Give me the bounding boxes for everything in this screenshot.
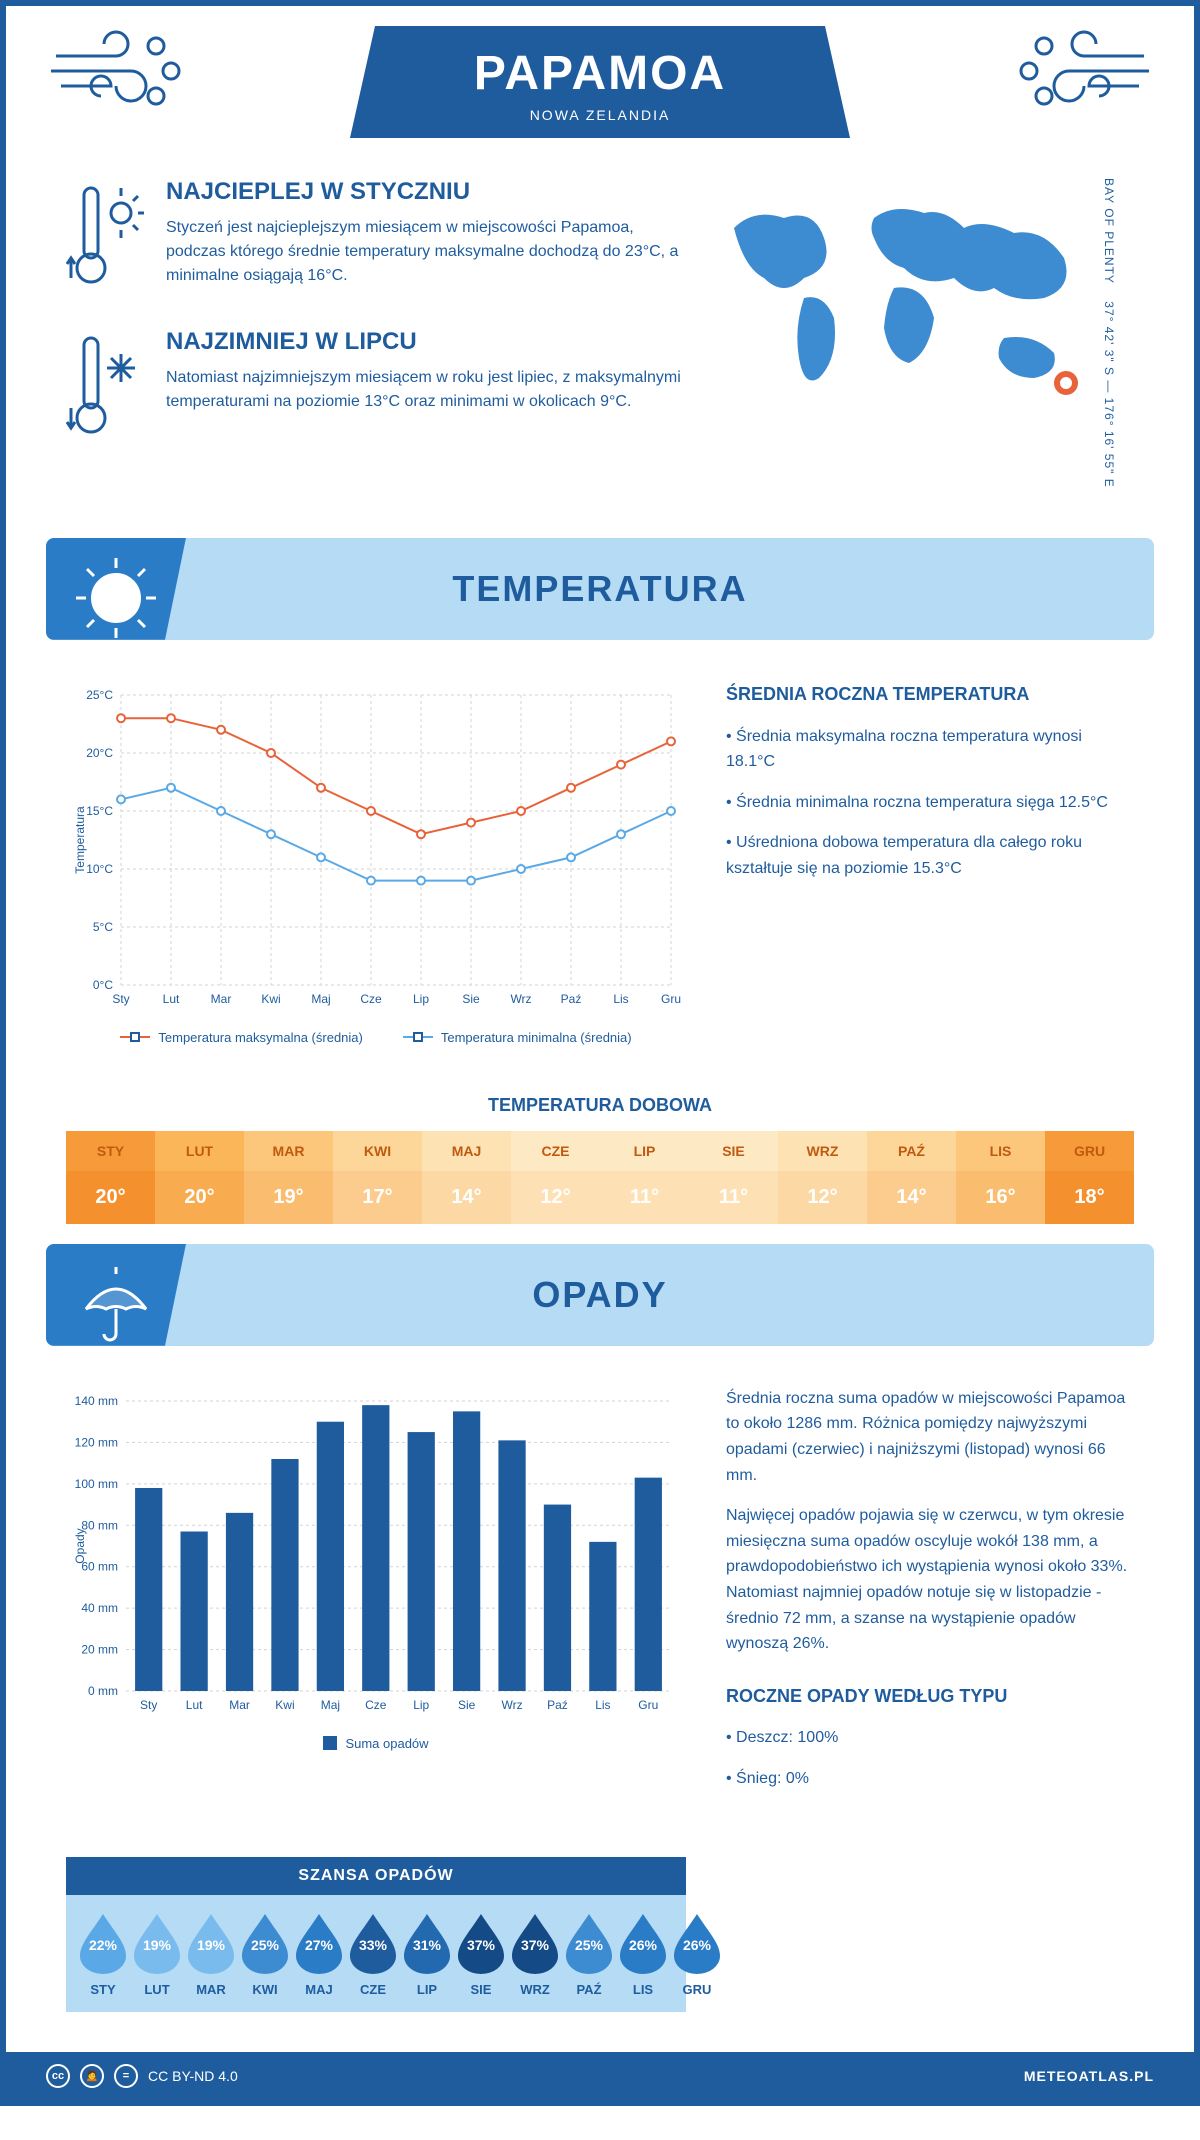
sun-icon <box>71 553 161 640</box>
svg-text:Cze: Cze <box>365 1698 387 1712</box>
svg-text:Lip: Lip <box>413 1698 429 1712</box>
svg-text:Lut: Lut <box>186 1698 203 1712</box>
svg-text:0 mm: 0 mm <box>88 1684 118 1698</box>
coldest-title: NAJZIMNIEJ W LIPCU <box>166 328 684 356</box>
thermometer-sun-icon <box>66 178 146 298</box>
svg-text:5°C: 5°C <box>93 920 113 934</box>
svg-text:Gru: Gru <box>661 992 681 1006</box>
coldest-text: Natomiast najzimniejszym miesiącem w rok… <box>166 366 684 414</box>
precipitation-banner: OPADY <box>46 1244 1154 1346</box>
license-text: CC BY-ND 4.0 <box>148 2068 238 2084</box>
svg-text:Cze: Cze <box>360 992 382 1006</box>
svg-text:10°C: 10°C <box>86 862 113 876</box>
svg-text:Lip: Lip <box>413 992 429 1006</box>
svg-text:120 mm: 120 mm <box>75 1435 118 1449</box>
title-banner: PAPAMOA NOWA ZELANDIA <box>350 26 850 138</box>
svg-text:Maj: Maj <box>311 992 330 1006</box>
temperature-banner: TEMPERATURA <box>46 538 1154 640</box>
coordinates: BAY OF PLENTY 37° 42' 3" S — 176° 16' 55… <box>1094 178 1116 488</box>
svg-text:Sie: Sie <box>458 1698 476 1712</box>
site-name: METEOATLAS.PL <box>1024 2068 1154 2084</box>
by-icon: 🙍 <box>80 2064 104 2088</box>
temperature-row: 0°C 5°C 10°C 15°C 20°C 25°C Sty Lut Mar Kwi Maj Cze… <box>6 660 1194 1065</box>
svg-text:20°C: 20°C <box>86 746 113 760</box>
precipitation-summary: Średnia roczna suma opadów w miejscowośc… <box>726 1386 1134 1807</box>
world-map: BAY OF PLENTY 37° 42' 3" S — 176° 16' 55… <box>714 178 1134 488</box>
header: PAPAMOA NOWA ZELANDIA <box>6 6 1194 148</box>
svg-text:Kwi: Kwi <box>275 1698 294 1712</box>
svg-text:Lut: Lut <box>163 992 180 1006</box>
svg-text:Kwi: Kwi <box>261 992 280 1006</box>
svg-text:40 mm: 40 mm <box>81 1601 118 1615</box>
cc-icon: cc <box>46 2064 70 2088</box>
temperature-title: TEMPERATURA <box>76 568 1124 610</box>
svg-text:100 mm: 100 mm <box>75 1477 118 1491</box>
thermometer-snow-icon <box>66 328 146 448</box>
svg-text:Sty: Sty <box>112 992 129 1006</box>
nd-icon: = <box>114 2064 138 2088</box>
svg-text:Paź: Paź <box>547 1698 568 1712</box>
svg-text:Maj: Maj <box>321 1698 340 1712</box>
coldest-fact: NAJZIMNIEJ W LIPCU Natomiast najzimniejs… <box>66 328 684 448</box>
rain-legend: Suma opadów <box>66 1736 686 1751</box>
svg-text:Sie: Sie <box>462 992 480 1006</box>
page-subtitle: NOWA ZELANDIA <box>450 107 750 123</box>
svg-text:Paź: Paź <box>561 992 582 1006</box>
footer: cc 🙍 = CC BY-ND 4.0 METEOATLAS.PL <box>6 2052 1194 2100</box>
precipitation-chart: 0 mm20 mm40 mm60 mm80 mm100 mm120 mm140 … <box>66 1386 686 1726</box>
wind-icon-right <box>1014 26 1154 116</box>
svg-text:Lis: Lis <box>595 1698 610 1712</box>
wind-icon-left <box>46 26 186 116</box>
page-title: PAPAMOA <box>450 46 750 101</box>
svg-text:Temperatura: Temperatura <box>73 806 87 874</box>
svg-text:Opady: Opady <box>73 1528 87 1563</box>
svg-text:25°C: 25°C <box>86 688 113 702</box>
rain-chance-section: SZANSA OPADÓW 22% STY 19% LUT 19% MAR 25… <box>66 1857 686 2012</box>
rain-type-title: ROCZNE OPADY WEDŁUG TYPU <box>726 1682 1134 1711</box>
warmest-fact: NAJCIEPLEJ W STYCZNIU Styczeń jest najci… <box>66 178 684 298</box>
temp-legend: Temperatura maksymalna (średnia) Tempera… <box>66 1030 686 1045</box>
warmest-text: Styczeń jest najcieplejszym miesiącem w … <box>166 216 684 288</box>
svg-text:Gru: Gru <box>638 1698 658 1712</box>
svg-text:Wrz: Wrz <box>510 992 531 1006</box>
precipitation-row: 0 mm20 mm40 mm60 mm80 mm100 mm120 mm140 … <box>6 1366 1194 1827</box>
warmest-title: NAJCIEPLEJ W STYCZNIU <box>166 178 684 206</box>
temperature-chart: 0°C 5°C 10°C 15°C 20°C 25°C Sty Lut Mar Kwi Maj Cze… <box>66 680 686 1020</box>
svg-text:Mar: Mar <box>229 1698 250 1712</box>
rain-chance-drops: 22% STY 19% LUT 19% MAR 25% KWI 27% MAJ … <box>66 1895 686 2012</box>
svg-text:15°C: 15°C <box>86 804 113 818</box>
temp-summary-title: ŚREDNIA ROCZNA TEMPERATURA <box>726 680 1134 709</box>
intro-section: NAJCIEPLEJ W STYCZNIU Styczeń jest najci… <box>6 148 1194 518</box>
svg-text:20 mm: 20 mm <box>81 1642 118 1656</box>
umbrella-icon <box>71 1259 161 1346</box>
precipitation-title: OPADY <box>76 1274 1124 1316</box>
svg-text:Sty: Sty <box>140 1698 157 1712</box>
svg-text:140 mm: 140 mm <box>75 1394 118 1408</box>
temperature-summary: ŚREDNIA ROCZNA TEMPERATURA • Średnia mak… <box>726 680 1134 1045</box>
svg-text:0°C: 0°C <box>93 978 113 992</box>
rain-chance-title: SZANSA OPADÓW <box>66 1857 686 1895</box>
daily-temp-title: TEMPERATURA DOBOWA <box>6 1095 1194 1116</box>
svg-text:Wrz: Wrz <box>501 1698 522 1712</box>
daily-temp-table: STY 20°LUT 20°MAR 19°KWI 17°MAJ 14°CZE 1… <box>66 1131 1134 1224</box>
svg-text:Lis: Lis <box>613 992 628 1006</box>
svg-text:Mar: Mar <box>211 992 232 1006</box>
